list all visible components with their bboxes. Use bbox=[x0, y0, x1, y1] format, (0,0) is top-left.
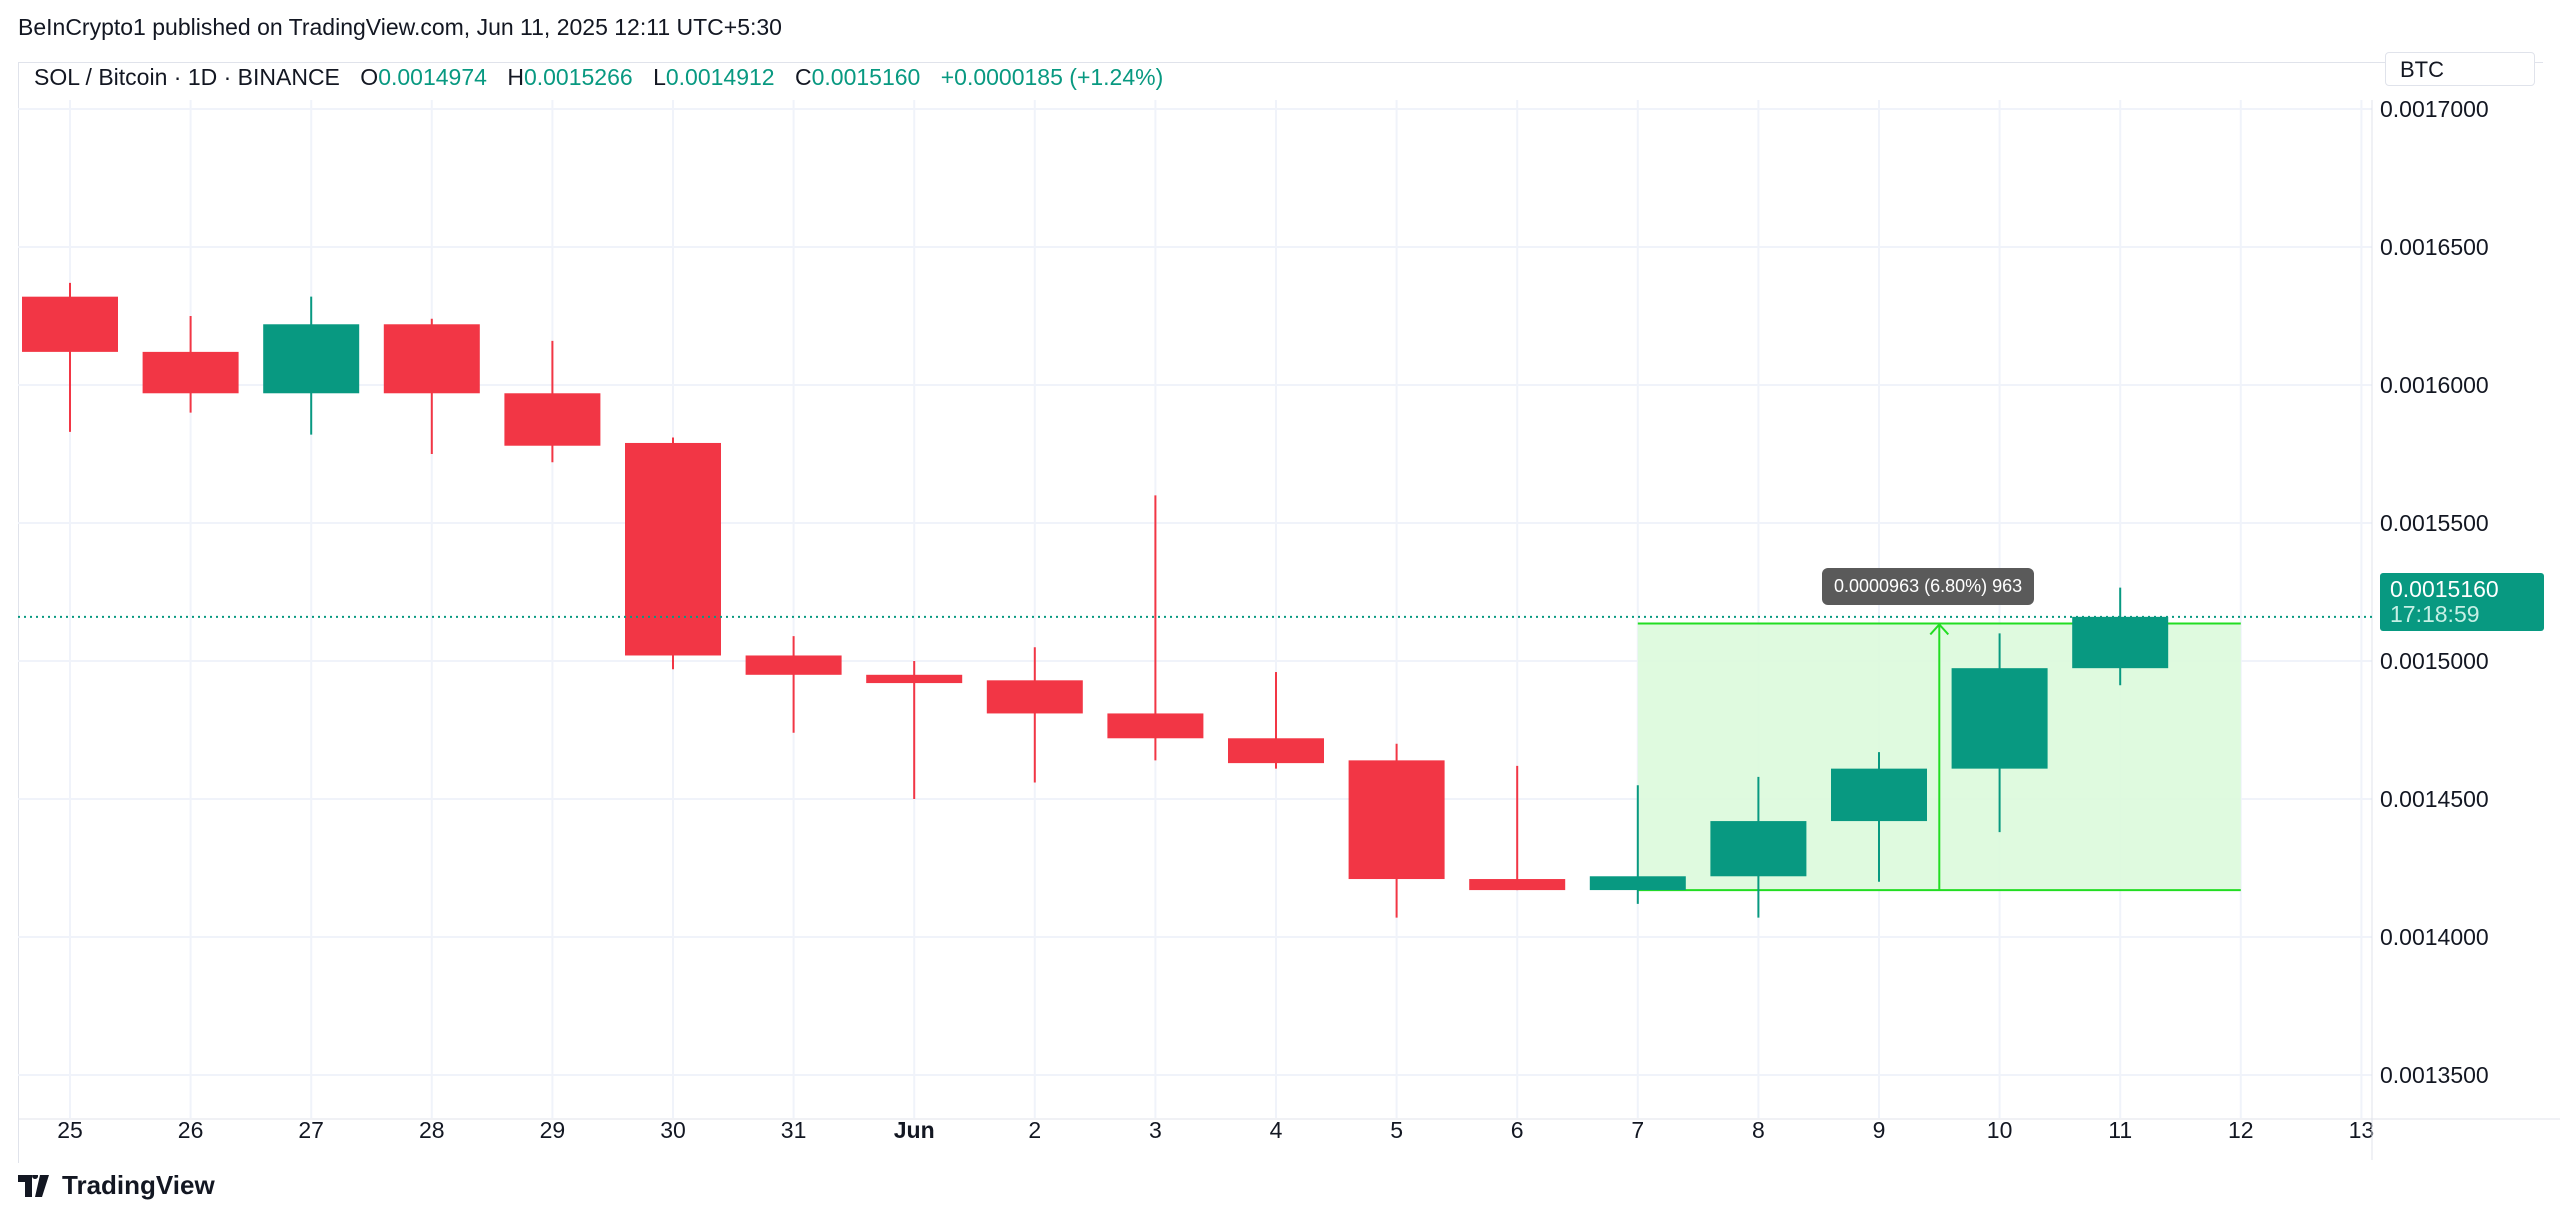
chart-frame bbox=[18, 62, 2543, 1163]
candle-body bbox=[1107, 713, 1204, 739]
x-tick-label: 10 bbox=[1987, 1117, 2013, 1143]
y-tick-label: 0.0017000 bbox=[2380, 96, 2489, 122]
x-tick-label: 27 bbox=[298, 1117, 324, 1143]
candle-body bbox=[866, 674, 963, 684]
candle bbox=[504, 340, 601, 463]
tradingview-logo[interactable]: TradingView bbox=[18, 1170, 215, 1201]
candle-body bbox=[383, 324, 480, 394]
x-tick-label: 7 bbox=[1631, 1117, 1644, 1143]
candle-body bbox=[504, 393, 601, 446]
candle bbox=[1710, 776, 1807, 918]
candle bbox=[986, 647, 1083, 783]
symbol-legend: SOL / Bitcoin · 1D · BINANCE O0.0014974 … bbox=[34, 64, 1163, 91]
last-price-value: 0.0015160 bbox=[2390, 575, 2499, 602]
range-arrow-head-icon bbox=[1929, 622, 1950, 636]
candle bbox=[1831, 752, 1927, 882]
logo-text: TradingView bbox=[62, 1170, 215, 1200]
candle bbox=[1348, 743, 1445, 918]
x-tick-label: 26 bbox=[178, 1117, 204, 1143]
bar-countdown: 17:18:59 bbox=[2390, 600, 2480, 627]
candle-body bbox=[1831, 768, 1927, 822]
high-label: H bbox=[507, 64, 524, 90]
low-value: 0.0014912 bbox=[665, 64, 775, 90]
x-tick-label: 8 bbox=[1752, 1117, 1765, 1143]
candle bbox=[1469, 765, 1566, 891]
x-tick-label: 9 bbox=[1873, 1117, 1886, 1143]
candle-body bbox=[1589, 876, 1686, 891]
open-value: 0.0014974 bbox=[378, 64, 487, 90]
candle-body bbox=[1469, 879, 1566, 891]
x-tick-label: 4 bbox=[1270, 1117, 1283, 1143]
close-label: C bbox=[794, 64, 812, 90]
candle-body bbox=[745, 655, 842, 675]
x-tick-label: 5 bbox=[1390, 1117, 1403, 1143]
x-tick-label: 12 bbox=[2228, 1117, 2254, 1143]
high-value: 0.0015266 bbox=[523, 64, 633, 90]
candle bbox=[142, 316, 239, 413]
candle bbox=[2072, 587, 2169, 686]
open-label: O bbox=[360, 64, 379, 90]
candle-body bbox=[1710, 821, 1807, 877]
symbol-title[interactable]: SOL / Bitcoin · 1D · BINANCE bbox=[34, 64, 340, 90]
candle-body bbox=[1348, 760, 1445, 880]
candle-body bbox=[986, 680, 1083, 714]
candle-body bbox=[22, 296, 118, 352]
x-tick-label: 29 bbox=[540, 1117, 566, 1143]
x-tick-label: 28 bbox=[419, 1117, 445, 1143]
candle-body bbox=[2072, 616, 2169, 669]
currency-button[interactable]: BTC bbox=[2385, 52, 2535, 86]
candle bbox=[1589, 785, 1686, 904]
candle bbox=[745, 636, 842, 733]
y-tick-label: 0.0014000 bbox=[2380, 924, 2489, 950]
candle bbox=[383, 318, 480, 454]
candle bbox=[866, 661, 963, 799]
change-value: +0.0000185 (+1.24%) bbox=[940, 64, 1164, 90]
low-label: L bbox=[653, 64, 666, 90]
candle-body bbox=[1951, 668, 2048, 769]
y-tick-label: 0.0013500 bbox=[2380, 1062, 2489, 1088]
candle-body bbox=[625, 442, 721, 656]
x-tick-label: 25 bbox=[57, 1117, 83, 1143]
x-tick-label: 13 bbox=[2349, 1117, 2375, 1143]
x-tick-label: 3 bbox=[1149, 1117, 1162, 1143]
candle bbox=[263, 296, 360, 435]
candle bbox=[625, 437, 721, 670]
candle-body bbox=[263, 324, 360, 394]
x-tick-label: Jun bbox=[894, 1117, 935, 1143]
x-tick-label: 11 bbox=[2108, 1117, 2132, 1143]
x-tick-label: 30 bbox=[660, 1117, 686, 1143]
candle bbox=[1951, 633, 2048, 833]
y-tick-label: 0.0016500 bbox=[2380, 234, 2489, 260]
published-caption: BeInCrypto1 published on TradingView.com… bbox=[18, 14, 782, 40]
y-tick-label: 0.0014500 bbox=[2380, 786, 2489, 812]
x-tick-label: 2 bbox=[1028, 1117, 1041, 1143]
last-price-label: 0.0015160 17:18:59 bbox=[2380, 572, 2544, 631]
candle bbox=[1107, 495, 1204, 761]
candle bbox=[22, 282, 118, 432]
x-tick-label: 6 bbox=[1511, 1117, 1524, 1143]
candle-body bbox=[142, 351, 239, 394]
candle-body bbox=[1228, 738, 1324, 764]
tradingview-logo-icon bbox=[18, 1174, 49, 1197]
close-value: 0.0015160 bbox=[811, 64, 921, 90]
y-tick-label: 0.0015000 bbox=[2380, 648, 2489, 674]
x-tick-label: 31 bbox=[781, 1117, 807, 1143]
y-tick-label: 0.0016000 bbox=[2380, 372, 2489, 398]
y-tick-label: 0.0015500 bbox=[2380, 510, 2489, 536]
measure-tooltip: 0.0000963 (6.80%) 963 bbox=[1822, 568, 2035, 605]
candle bbox=[1228, 672, 1324, 769]
